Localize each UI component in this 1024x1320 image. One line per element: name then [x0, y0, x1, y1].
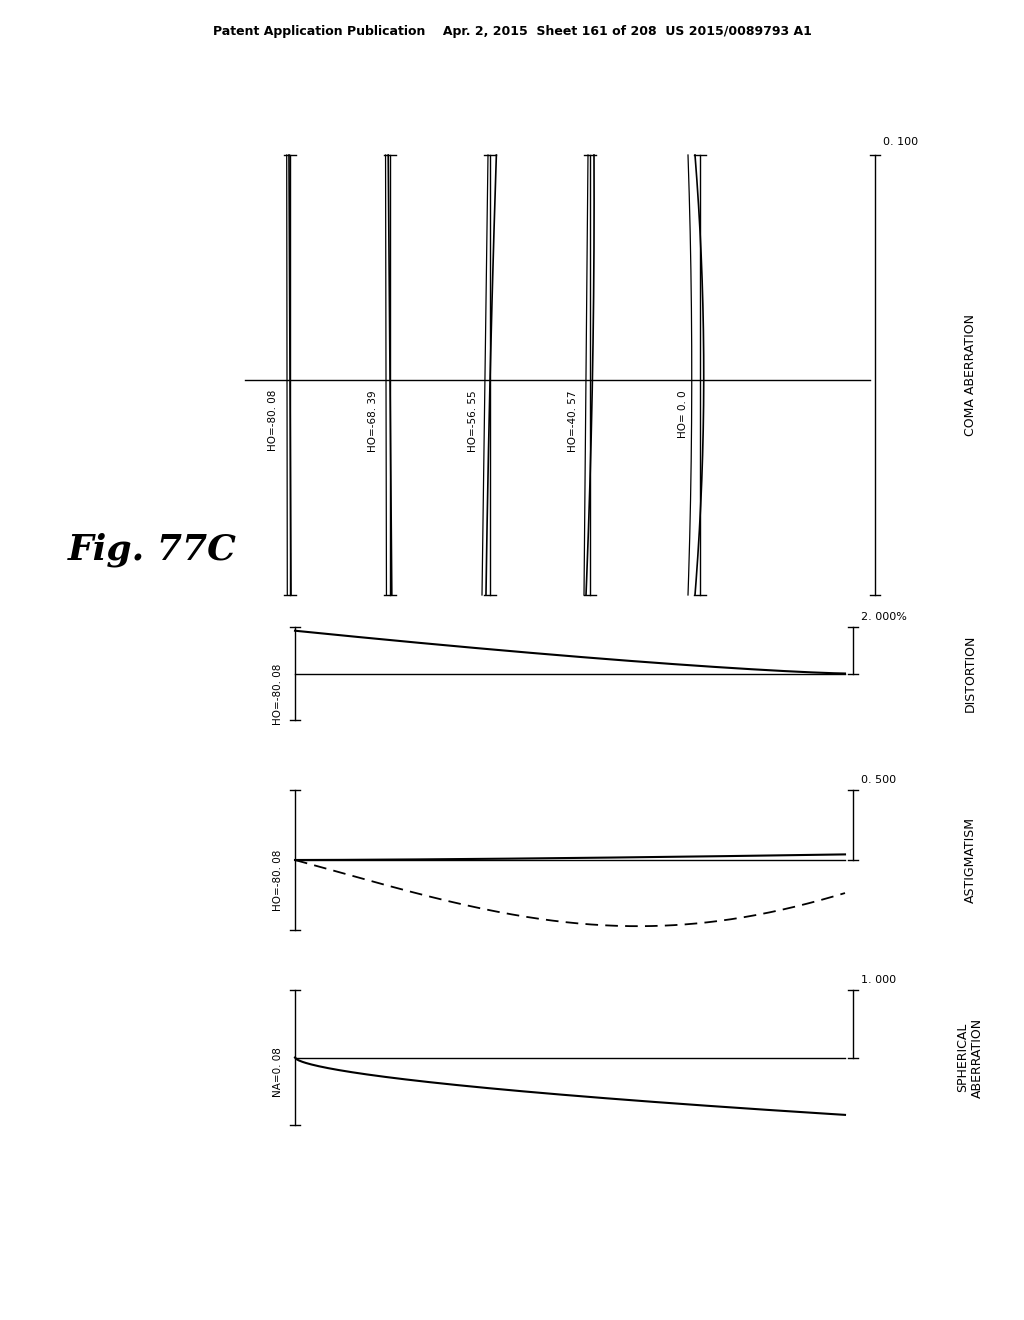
Text: 0. 500: 0. 500: [861, 775, 896, 785]
Text: SPHERICAL
ABERRATION: SPHERICAL ABERRATION: [956, 1018, 984, 1097]
Text: 0. 100: 0. 100: [883, 137, 919, 147]
Text: NA=0. 08: NA=0. 08: [273, 1048, 283, 1097]
Text: HO=-80. 08: HO=-80. 08: [268, 389, 278, 451]
Text: ASTIGMATISM: ASTIGMATISM: [964, 817, 977, 903]
Text: HO=-56. 55: HO=-56. 55: [468, 389, 478, 451]
Text: 2. 000%: 2. 000%: [861, 612, 907, 622]
Text: HO=-80. 08: HO=-80. 08: [273, 850, 283, 911]
Text: Patent Application Publication    Apr. 2, 2015  Sheet 161 of 208  US 2015/008979: Patent Application Publication Apr. 2, 2…: [213, 25, 811, 38]
Text: HO=-68. 39: HO=-68. 39: [368, 389, 378, 451]
Text: HO=-80. 08: HO=-80. 08: [273, 664, 283, 725]
Text: HO=-40. 57: HO=-40. 57: [568, 389, 578, 451]
Text: DISTORTION: DISTORTION: [964, 635, 977, 713]
Text: 1. 000: 1. 000: [861, 975, 896, 985]
Text: Fig. 77C: Fig. 77C: [68, 533, 237, 568]
Text: HO= 0. 0: HO= 0. 0: [678, 389, 688, 438]
Text: COMA ABERRATION: COMA ABERRATION: [964, 314, 977, 436]
